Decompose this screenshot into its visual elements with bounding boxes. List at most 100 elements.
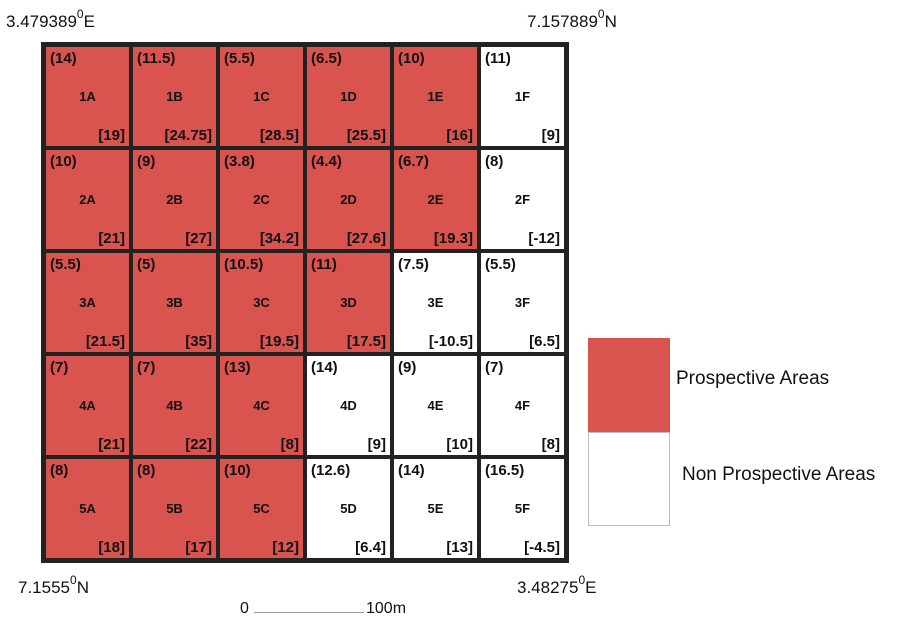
- grid-cell-1b: (11.5) 1B [24.75]: [132, 46, 217, 147]
- legend-label-prospective: Prospective Areas: [676, 368, 830, 389]
- cell-id: 3C: [253, 295, 270, 310]
- cell-value-bottom: [27]: [185, 230, 212, 247]
- cell-value-top: (3.8): [224, 153, 255, 170]
- map-grid: (14) 1A [19] (11.5) 1B [24.75] (5.5) 1C [28.5] (6…: [41, 42, 569, 563]
- cell-value-top: (16.5): [485, 462, 525, 479]
- cell-value-top: (11): [311, 256, 337, 273]
- cell-value-top: (13): [224, 359, 251, 376]
- cell-value-bottom: [34.2]: [259, 230, 299, 247]
- cell-value-top: (4.4): [311, 153, 342, 170]
- cell-value-bottom: [19.3]: [433, 230, 473, 247]
- cell-id: 2C: [253, 192, 270, 207]
- cell-value-bottom: [-12]: [528, 230, 560, 247]
- cell-id: 5C: [253, 501, 270, 516]
- cell-id: 3B: [166, 295, 183, 310]
- cell-value-bottom: [10]: [446, 436, 473, 453]
- scale-line: [254, 612, 364, 613]
- coord-top-left: 3.4793890E: [6, 7, 95, 31]
- cell-id: 5E: [427, 501, 444, 516]
- cell-value-top: (11): [485, 50, 511, 67]
- cell-id: 5D: [340, 501, 357, 516]
- cell-value-bottom: [6.4]: [355, 539, 386, 556]
- cell-id: 1B: [166, 89, 183, 104]
- grid-cell-4e: (9) 4E [10]: [393, 355, 478, 456]
- grid-cell-3c: (10.5) 3C [19.5]: [219, 252, 304, 353]
- cell-value-top: (11.5): [137, 50, 176, 67]
- grid-cell-1f: (11) 1F [9]: [480, 46, 565, 147]
- cell-value-bottom: [22]: [185, 436, 212, 453]
- cell-id: 2B: [166, 192, 183, 207]
- grid-cell-2b: (9) 2B [27]: [132, 149, 217, 250]
- scale-end-label: 100m: [366, 600, 407, 617]
- cell-value-top: (8): [137, 462, 156, 479]
- cell-value-top: (6.7): [398, 153, 429, 170]
- coord-bottom-left: 7.15550N: [18, 573, 89, 597]
- legend-label-non-prospective: Non Prospective Areas: [682, 464, 876, 485]
- cell-value-bottom: [8]: [541, 436, 560, 453]
- grid-cell-3e: (7.5) 3E [-10.5]: [393, 252, 478, 353]
- cell-value-bottom: [21]: [98, 436, 125, 453]
- cell-value-top: (7.5): [398, 256, 429, 273]
- cell-id: 1D: [340, 89, 357, 104]
- cell-value-bottom: [13]: [446, 539, 473, 556]
- grid-cell-1c: (5.5) 1C [28.5]: [219, 46, 304, 147]
- cell-value-bottom: [6.5]: [529, 333, 560, 350]
- cell-id: 4D: [340, 398, 357, 413]
- cell-value-top: (5): [137, 256, 156, 273]
- grid-cell-5f: (16.5) 5F [-4.5]: [480, 458, 565, 559]
- cell-value-bottom: [25.5]: [346, 127, 386, 144]
- cell-value-bottom: [17.5]: [346, 333, 386, 350]
- cell-value-bottom: [-10.5]: [428, 333, 473, 350]
- cell-id: 1C: [253, 89, 270, 104]
- cell-id: 3F: [514, 295, 531, 310]
- cell-value-bottom: [28.5]: [259, 127, 299, 144]
- legend-swatch-non-prospective: [588, 432, 670, 526]
- cell-id: 3D: [340, 295, 357, 310]
- coord-bottom-right: 3.482750E: [517, 573, 597, 597]
- cell-value-top: (7): [137, 359, 156, 376]
- grid-cell-3a: (5.5) 3A [21.5]: [45, 252, 130, 353]
- cell-value-top: (12.6): [311, 462, 351, 479]
- cell-id: 4C: [253, 398, 270, 413]
- cell-value-bottom: [12]: [272, 539, 299, 556]
- cell-id: 5F: [514, 501, 531, 516]
- cell-value-bottom: [21.5]: [85, 333, 125, 350]
- cell-value-top: (14): [398, 462, 425, 479]
- cell-value-top: (5.5): [485, 256, 516, 273]
- cell-value-bottom: [8]: [280, 436, 299, 453]
- cell-id: 1E: [427, 89, 444, 104]
- grid-cell-2e: (6.7) 2E [19.3]: [393, 149, 478, 250]
- grid-cell-5e: (14) 5E [13]: [393, 458, 478, 559]
- cell-value-top: (8): [50, 462, 69, 479]
- grid-cell-4d: (14) 4D [9]: [306, 355, 391, 456]
- cell-value-top: (7): [485, 359, 504, 376]
- cell-value-bottom: [-4.5]: [524, 539, 560, 556]
- cell-value-top: (7): [50, 359, 69, 376]
- cell-id: 5B: [166, 501, 183, 516]
- grid-cell-5c: (10) 5C [12]: [219, 458, 304, 559]
- cell-value-top: (10): [50, 153, 77, 170]
- cell-value-top: (6.5): [311, 50, 342, 67]
- grid-cell-1a: (14) 1A [19]: [45, 46, 130, 147]
- cell-value-top: (5.5): [50, 256, 81, 273]
- legend-swatch-prospective: [588, 338, 670, 432]
- grid-cell-5b: (8) 5B [17]: [132, 458, 217, 559]
- cell-value-top: (10): [224, 462, 251, 479]
- cell-value-bottom: [19]: [98, 127, 125, 144]
- grid-cell-4b: (7) 4B [22]: [132, 355, 217, 456]
- grid-cell-2a: (10) 2A [21]: [45, 149, 130, 250]
- cell-value-bottom: [18]: [98, 539, 125, 556]
- cell-value-bottom: [21]: [98, 230, 125, 247]
- cell-id: 1A: [79, 89, 96, 104]
- cell-id: 3E: [427, 295, 444, 310]
- cell-id: 2A: [79, 192, 96, 207]
- grid-cell-2c: (3.8) 2C [34.2]: [219, 149, 304, 250]
- cell-value-top: (5.5): [224, 50, 255, 67]
- grid-cell-4f: (7) 4F [8]: [480, 355, 565, 456]
- grid-cell-3f: (5.5) 3F [6.5]: [480, 252, 565, 353]
- cell-id: 2E: [427, 192, 444, 207]
- cell-id: 4A: [79, 398, 96, 413]
- cell-value-bottom: [19.5]: [259, 333, 299, 350]
- cell-id: 4E: [427, 398, 444, 413]
- grid-cell-2d: (4.4) 2D [27.6]: [306, 149, 391, 250]
